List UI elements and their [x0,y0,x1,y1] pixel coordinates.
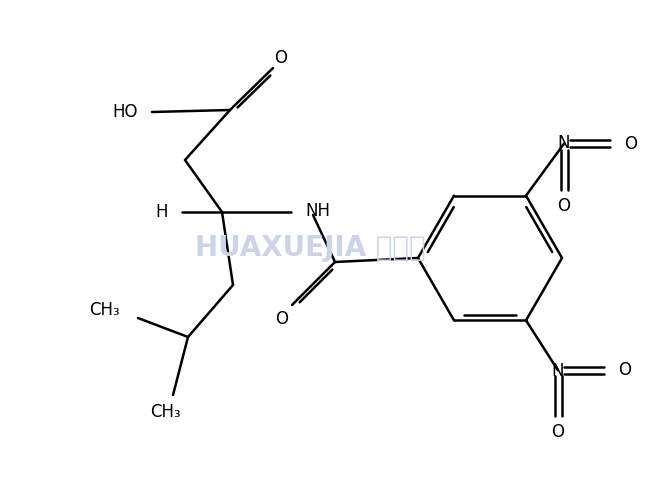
Text: N: N [552,362,564,380]
Text: CH₃: CH₃ [89,301,120,319]
Text: O: O [551,423,564,442]
Text: HUAXUEJIA 化学加: HUAXUEJIA 化学加 [195,234,425,262]
Text: HO: HO [113,103,138,121]
Text: O: O [618,361,631,379]
Text: O: O [557,197,570,215]
Text: O: O [275,310,288,328]
Text: NH: NH [305,202,330,220]
Text: H: H [156,203,168,221]
Text: O: O [624,135,637,152]
Text: N: N [558,134,570,151]
Text: O: O [275,49,288,67]
Text: CH₃: CH₃ [150,403,180,421]
